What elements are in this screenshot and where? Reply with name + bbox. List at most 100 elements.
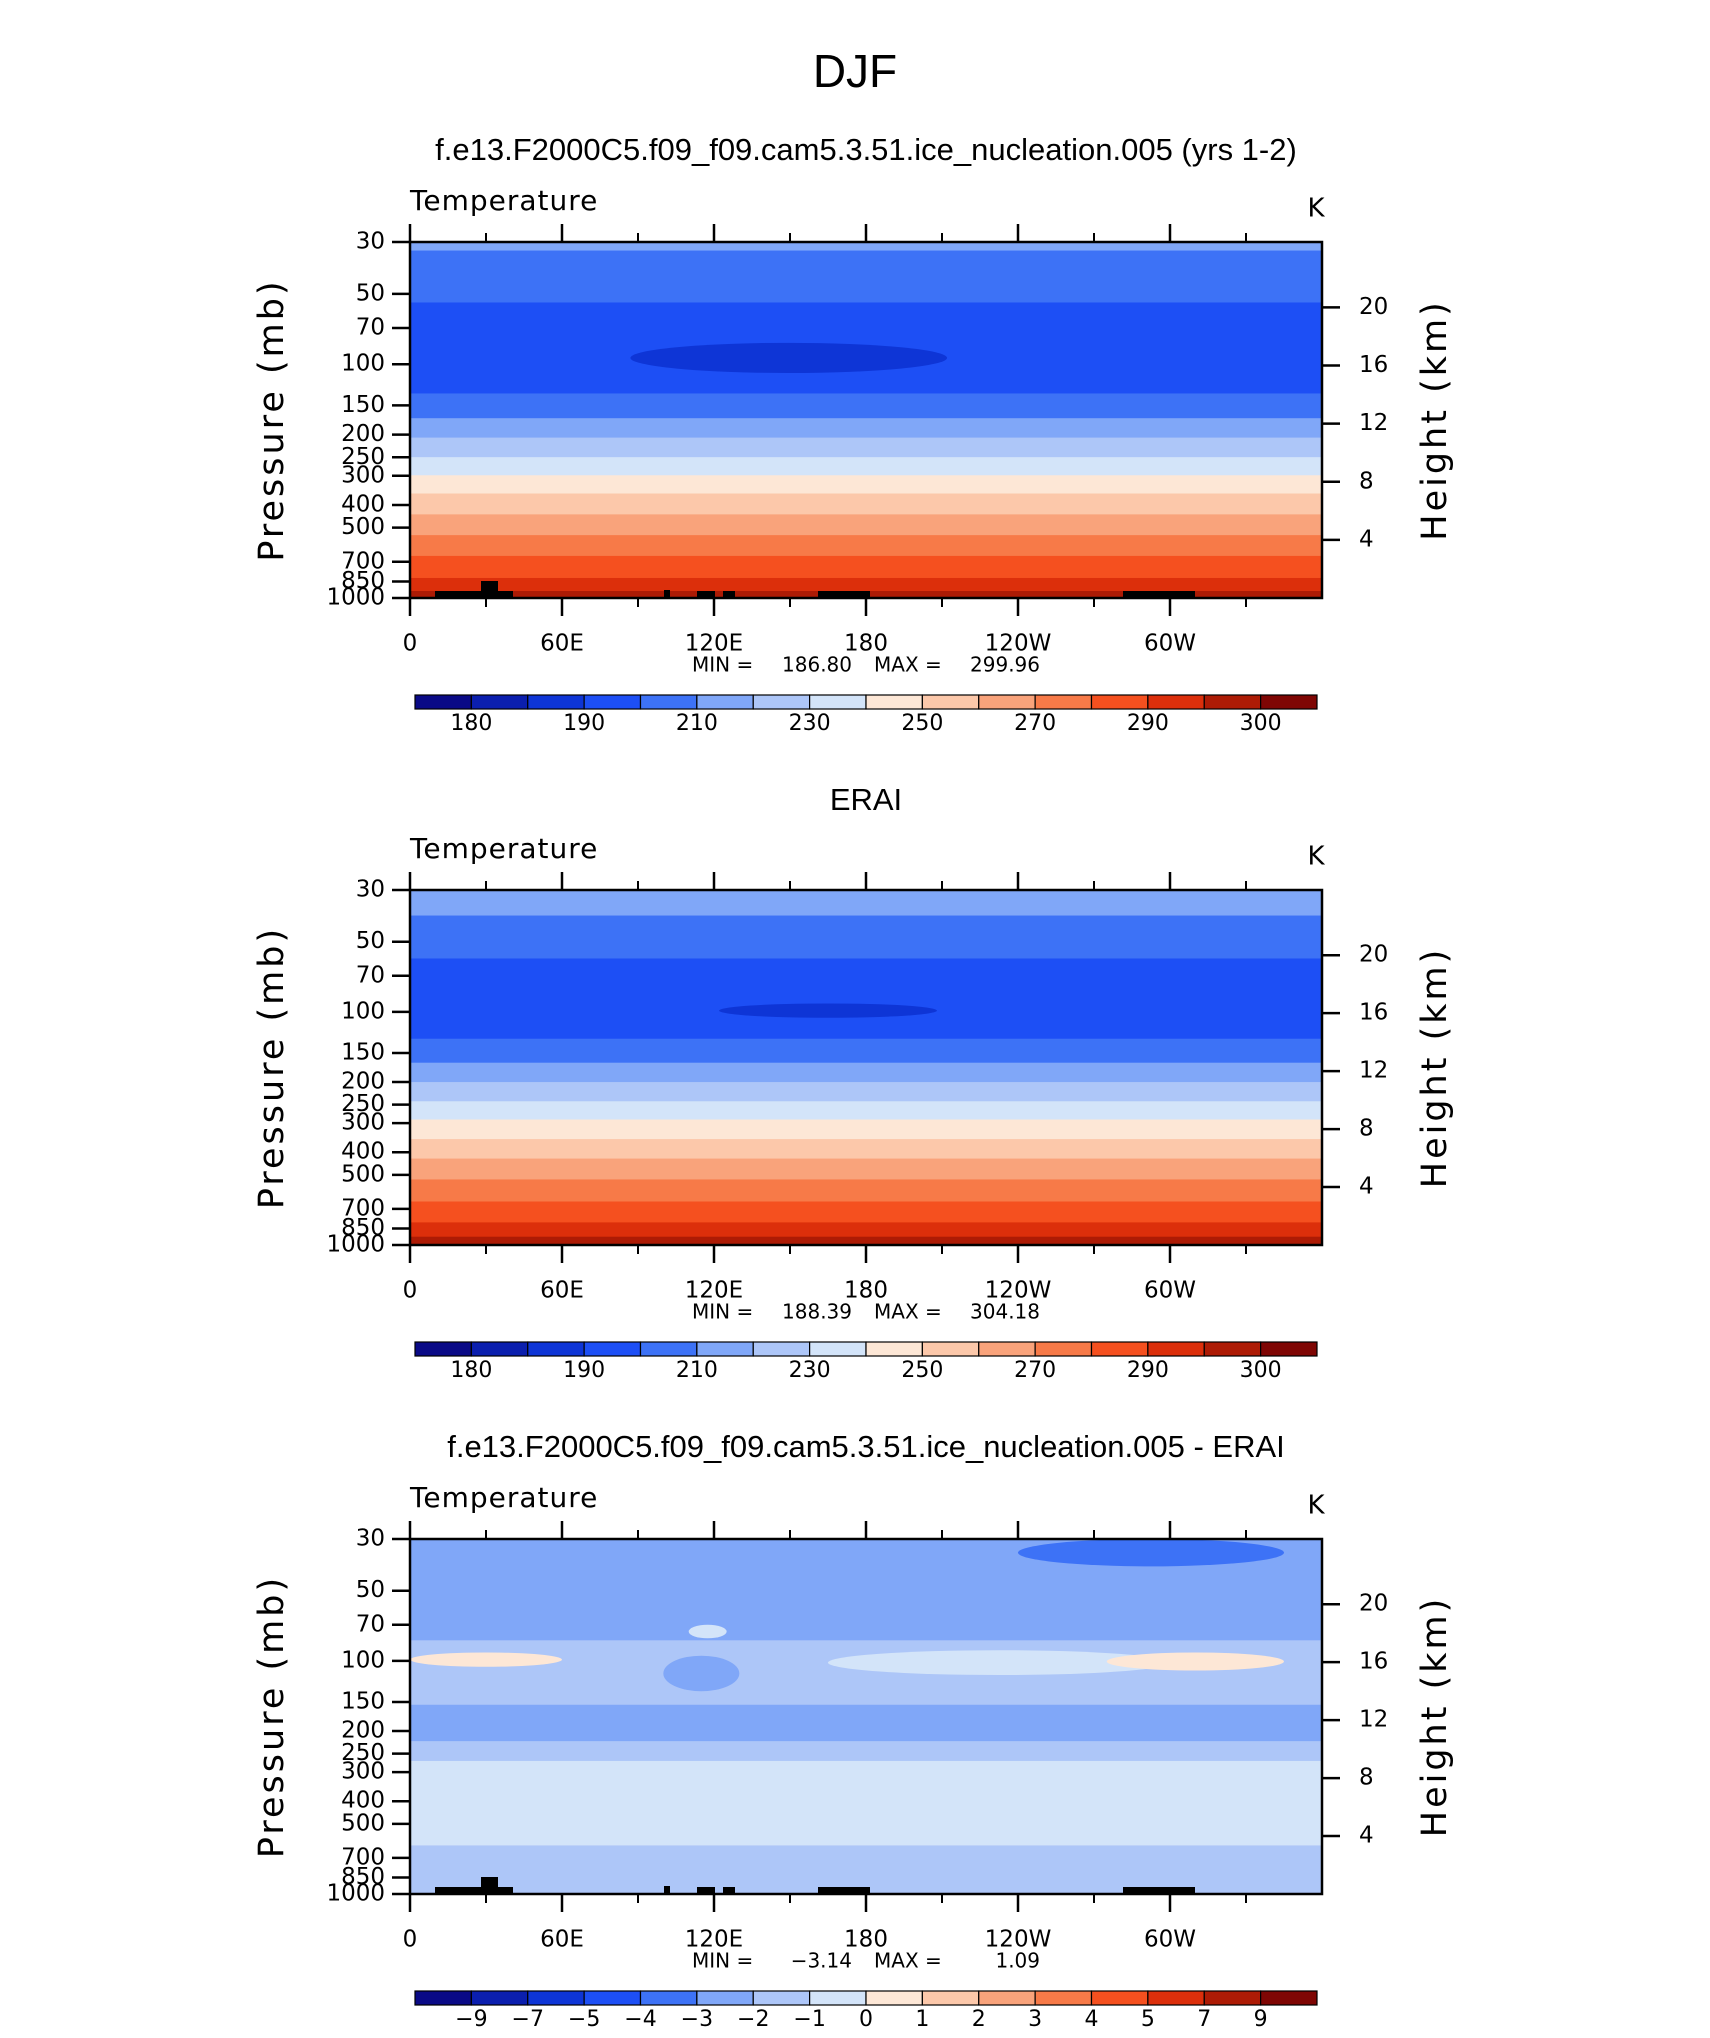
contour-band — [410, 1038, 1322, 1064]
y2-axis-label: Height (km) — [1415, 1596, 1455, 1838]
colorbar-label: 300 — [1240, 711, 1282, 736]
colorbar-box — [527, 694, 585, 710]
y-tick-label: 400 — [341, 1788, 385, 1814]
colorbar-label: 290 — [1127, 711, 1169, 736]
contour-band — [410, 1119, 1322, 1141]
colorbar-box — [865, 1990, 923, 2006]
y-tick-label: 200 — [341, 421, 385, 447]
x-tick-label: 180 — [844, 1927, 888, 1953]
y2-axis-label: Height (km) — [1415, 299, 1455, 541]
colorbar-label: 210 — [676, 1358, 718, 1383]
colorbar-box — [1034, 694, 1093, 710]
colorbar-label: 190 — [563, 711, 605, 736]
y-tick-label: 200 — [341, 1069, 385, 1095]
stat-value: 299.96 — [970, 653, 1040, 677]
colorbar-box — [583, 1990, 642, 2006]
field-label: Temperature — [409, 184, 598, 217]
stat-name: MAX = — [874, 653, 942, 677]
contour-region — [688, 1624, 727, 1639]
land-mask-piece — [664, 590, 670, 598]
y2-tick-label: 16 — [1359, 352, 1388, 378]
y-tick-label: 50 — [356, 280, 385, 306]
colorbar-box — [639, 694, 698, 710]
stat-value: 304.18 — [970, 1300, 1040, 1324]
land-mask-piece — [481, 581, 498, 598]
contour-region — [630, 342, 948, 373]
contour-band — [410, 1139, 1322, 1160]
land-mask-piece — [697, 591, 715, 598]
colorbar-label: −1 — [793, 2007, 825, 2032]
y-tick-label: 500 — [341, 1810, 385, 1836]
colorbar-label: 190 — [563, 1358, 605, 1383]
contour-region — [828, 1650, 1170, 1676]
colorbar-box — [1090, 1990, 1149, 2006]
land-mask — [435, 581, 1195, 598]
colorbar-label: −9 — [455, 2007, 487, 2032]
units-label: K — [1307, 842, 1325, 872]
y-tick-label: 1000 — [326, 1232, 385, 1258]
colorbar-label: 300 — [1240, 1358, 1282, 1383]
colorbar-box — [809, 694, 867, 710]
y2-tick-label: 8 — [1359, 1765, 1374, 1791]
field-label: Temperature — [409, 1481, 598, 1514]
colorbar-box — [1203, 1341, 1262, 1357]
y2-tick-label: 4 — [1359, 526, 1374, 552]
y-tick-label: 400 — [341, 491, 385, 517]
colorbar-box — [1260, 694, 1318, 710]
stat-value: 1.09 — [995, 1949, 1040, 1973]
contour-band — [410, 1179, 1322, 1203]
contour-band — [410, 1704, 1322, 1743]
y2-tick-label: 4 — [1359, 1823, 1374, 1849]
x-tick-label: 60E — [540, 631, 584, 657]
contour-band — [410, 1760, 1322, 1847]
stat-name: MIN = — [692, 1949, 753, 1973]
x-tick-label: 120E — [685, 1927, 743, 1953]
colorbar-box — [414, 694, 472, 710]
colorbar-box — [978, 1990, 1036, 2006]
y-tick-label: 100 — [341, 998, 385, 1024]
colorbar-box — [639, 1341, 698, 1357]
colorbar-label: −5 — [568, 2007, 600, 2032]
contour-band — [410, 577, 1322, 593]
y2-tick-label: 12 — [1359, 410, 1388, 436]
colorbar-box — [1147, 1341, 1205, 1357]
x-tick-label: 60E — [540, 1927, 584, 1953]
x-tick-label: 60E — [540, 1278, 584, 1304]
y-tick-label: 100 — [341, 1647, 385, 1673]
contour-band — [410, 1640, 1322, 1706]
contour-field — [410, 890, 1322, 1245]
land-mask-piece — [435, 1887, 513, 1894]
y2-tick-label: 20 — [1359, 942, 1388, 968]
colorbar-box — [527, 1990, 585, 2006]
colorbar-label: 180 — [450, 711, 492, 736]
y-tick-label: 50 — [356, 928, 385, 954]
y-tick-label: 150 — [341, 392, 385, 418]
colorbar-label: 290 — [1127, 1358, 1169, 1383]
y-tick-label: 500 — [341, 514, 385, 540]
units-label: K — [1307, 1491, 1325, 1521]
x-tick-label: 180 — [844, 631, 888, 657]
land-mask-piece — [818, 591, 870, 598]
colorbar-label: 270 — [1014, 1358, 1056, 1383]
y-tick-label: 300 — [341, 462, 385, 488]
colorbar-box — [583, 1341, 642, 1357]
contour-band — [410, 514, 1322, 537]
colorbar-label: 250 — [901, 1358, 943, 1383]
contour-band — [410, 475, 1322, 495]
y-tick-label: 1000 — [326, 585, 385, 611]
contour-band — [410, 242, 1322, 252]
y-tick-label: 700 — [341, 548, 385, 574]
colorbar-box — [1090, 1341, 1149, 1357]
y-tick-label: 150 — [341, 1039, 385, 1065]
y2-tick-label: 12 — [1359, 1058, 1388, 1084]
colorbar-box — [1034, 1990, 1093, 2006]
colorbar-box — [921, 694, 980, 710]
y-tick-label: 50 — [356, 1577, 385, 1603]
contour-band — [410, 1741, 1322, 1762]
colorbar-box — [639, 1990, 698, 2006]
contour-region — [663, 1655, 740, 1692]
y-axis-label: Pressure (mb) — [252, 1575, 292, 1858]
contour-band — [410, 1082, 1322, 1103]
y-tick-label: 300 — [341, 1759, 385, 1785]
y2-tick-label: 20 — [1359, 294, 1388, 320]
